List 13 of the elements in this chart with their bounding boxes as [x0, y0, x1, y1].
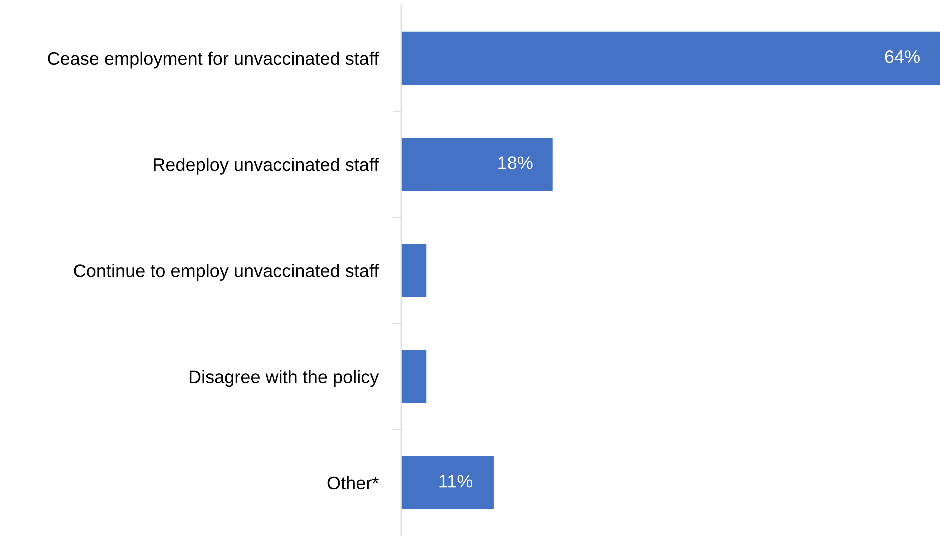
y-tick-label: Continue to employ unvaccinated staff — [74, 264, 380, 281]
bar — [401, 350, 427, 404]
bar — [401, 138, 553, 192]
data-label: 18% — [498, 156, 533, 170]
bar — [401, 32, 940, 85]
data-label: 11% — [440, 475, 473, 488]
y-tick-label: Cease employment for unvaccinated staff — [48, 52, 380, 69]
y-tick-label: Disagree with the policy — [190, 370, 380, 388]
y-tick-label: Other* — [328, 476, 379, 490]
data-label: 64% — [885, 50, 920, 64]
bar — [401, 456, 494, 510]
y-tick-label: Redeploy unvaccinated staff — [154, 158, 380, 175]
bar — [401, 244, 427, 298]
